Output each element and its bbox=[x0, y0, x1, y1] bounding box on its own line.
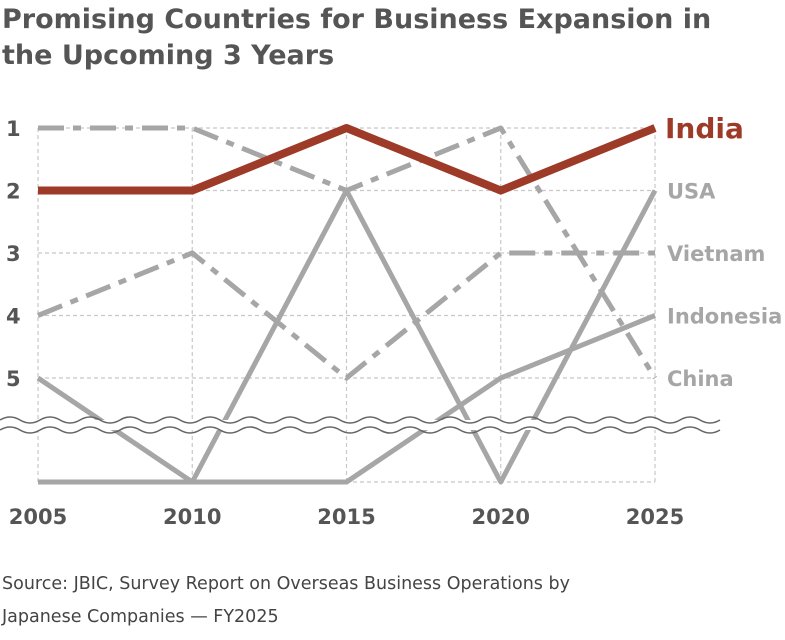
y-tick-label: 5 bbox=[6, 367, 21, 391]
source-line-1: Source: JBIC, Survey Report on Overseas … bbox=[2, 574, 570, 594]
series-line-vietnam bbox=[37, 250, 655, 381]
series-line-indonesia bbox=[38, 313, 656, 485]
x-tick-label: 2005 bbox=[9, 505, 67, 529]
chart-title-line-2: the Upcoming 3 Years bbox=[2, 40, 335, 71]
series-label-indonesia: Indonesia bbox=[667, 305, 782, 329]
series-label-vietnam: Vietnam bbox=[667, 242, 765, 266]
series-label-usa: USA bbox=[667, 180, 716, 204]
y-tick-label: 2 bbox=[6, 180, 21, 204]
x-tick-label: 2025 bbox=[626, 505, 684, 529]
x-tick-label: 2020 bbox=[472, 505, 530, 529]
x-tick-label: 2010 bbox=[163, 505, 221, 529]
chart-title-line-1: Promising Countries for Business Expansi… bbox=[2, 4, 712, 35]
axis-break-wave-lower bbox=[0, 426, 721, 434]
y-tick-label: 1 bbox=[6, 117, 21, 141]
axis-break-band bbox=[0, 420, 713, 430]
y-tick-label: 4 bbox=[6, 305, 21, 329]
line-chart: 1 2 3 4 5 2005 2010 2015 2020 2025 USA Vietnam Indon… bbox=[0, 112, 782, 529]
source-note: Source: JBIC, Survey Report on Overseas … bbox=[2, 568, 782, 634]
x-tick-label: 2015 bbox=[317, 505, 375, 529]
axis-break-wave-upper bbox=[0, 416, 721, 424]
series-line-china bbox=[38, 125, 658, 380]
y-tick-label: 3 bbox=[6, 242, 21, 266]
chart-title: Promising Countries for Business Expansi… bbox=[2, 2, 782, 74]
series-label-china: China bbox=[667, 367, 734, 391]
series-label-india: India bbox=[665, 112, 744, 145]
source-line-2: Japanese Companies — FY2025 bbox=[2, 607, 279, 627]
series-line-india bbox=[38, 124, 657, 195]
